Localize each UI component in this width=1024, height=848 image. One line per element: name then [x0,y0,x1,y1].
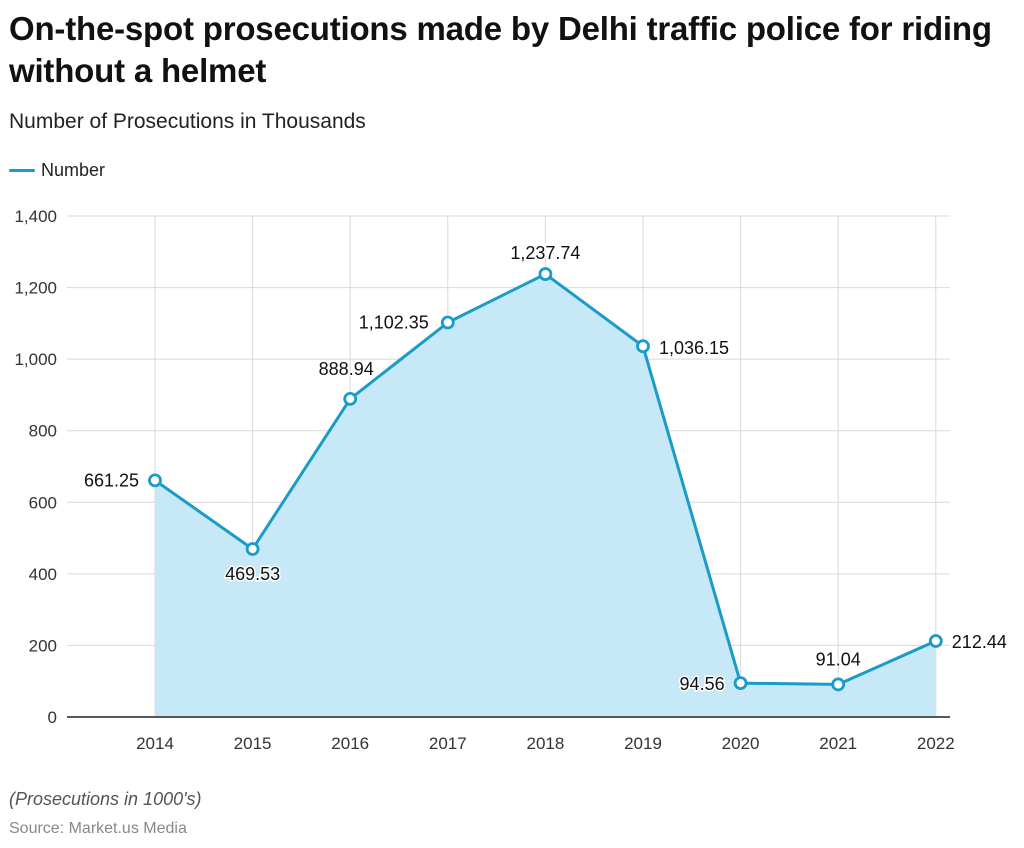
data-point-2015 [245,542,260,556]
data-points [148,267,943,692]
x-tick-label-2020: 2020 [722,734,760,753]
data-label-2018: 1,237.74 [510,243,580,263]
area-fill-number [155,274,936,717]
chart-title: On-the-spot prosecutions made by Delhi t… [9,10,992,89]
data-label-2017: 1,102.35 [359,313,429,333]
x-tick-label-2015: 2015 [234,734,272,753]
data-label-2016: 888.94 [319,359,374,379]
data-label-2015: 469.53 [225,564,280,584]
x-tick-label-2016: 2016 [331,734,369,753]
data-label-2022: 212.44 [952,632,1007,652]
data-point-2022 [928,634,943,648]
chart-subtitle: Number of Prosecutions in Thousands [9,110,366,133]
data-label-2020: 94.56 [680,674,725,694]
area-fill-layer [155,274,936,717]
y-tick-label-800: 800 [29,422,57,441]
legend-swatch-number [9,169,35,172]
y-tick-label-1400: 1,400 [14,207,57,226]
legend-label-number: Number [41,160,106,180]
y-tick-label-1000: 1,000 [14,350,57,369]
y-tick-label-600: 600 [29,493,57,512]
data-point-2017 [440,315,455,330]
y-tick-label-1200: 1,200 [14,279,57,298]
x-tick-labels: 2014 2015 2016 2017 2018 2019 2020 2021 2022 [136,734,955,753]
x-tick-label-2018: 2018 [526,734,564,753]
x-tick-label-2017: 2017 [429,734,467,753]
data-point-2018 [538,267,553,281]
data-label-2021: 91.04 [816,649,861,669]
y-tick-labels: 0 200 400 600 800 1,000 1,200 1,400 [14,207,57,727]
data-labels: 661.25 469.53 888.94 1,102.35 1,237.74 1,036.… [82,242,1008,696]
data-point-2020 [733,676,748,691]
data-point-2019 [636,339,650,354]
legend: Number [9,160,105,181]
y-tick-label-0: 0 [48,708,57,727]
x-tick-label-2021: 2021 [819,734,857,753]
data-label-2019: 1,036.15 [659,338,729,358]
x-tick-label-2022: 2022 [917,734,955,753]
footnote: (Prosecutions in 1000's) [9,789,202,809]
x-tick-label-2019: 2019 [624,734,662,753]
data-label-2014: 661.25 [84,470,139,490]
data-point-2014 [148,473,162,488]
source-note: Source: Market.us Media [9,820,187,837]
x-tick-label-2014: 2014 [136,734,174,753]
data-point-2021 [831,677,846,692]
y-tick-label-400: 400 [29,565,57,584]
data-point-2016 [343,391,358,406]
y-tick-label-200: 200 [29,636,57,655]
